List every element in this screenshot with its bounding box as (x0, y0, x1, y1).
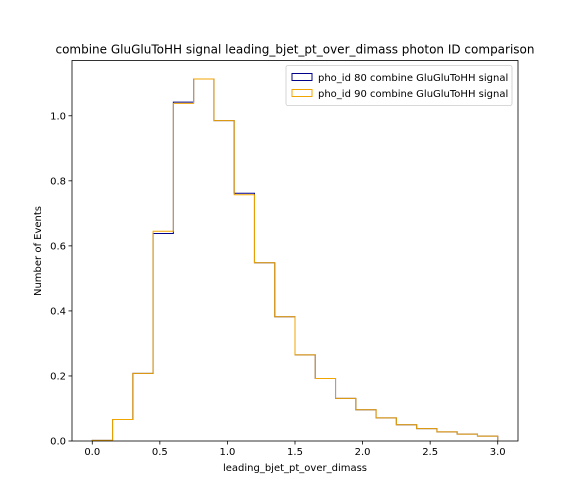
x-tick-label: 2.0 (355, 447, 371, 458)
x-tick-label: 1.0 (219, 447, 235, 458)
legend: pho_id 80 combine GluGluToHH signal pho_i… (285, 65, 513, 106)
x-tick-label: 1.5 (287, 447, 303, 458)
y-tick-label: 0.4 (50, 306, 66, 317)
y-ticks: 0.0 0.2 0.4 0.6 0.8 1.0 (50, 111, 72, 448)
series-line-2 (91, 78, 499, 441)
plot-area (72, 60, 518, 441)
x-tick-label: 3.0 (490, 447, 506, 458)
legend-swatch-2 (291, 89, 313, 97)
legend-swatch-1 (291, 73, 313, 81)
series-layer (91, 78, 499, 441)
legend-box (285, 65, 513, 106)
x-tick-label: 0.5 (152, 447, 168, 458)
y-tick-label: 0.6 (50, 241, 66, 252)
x-tick-label: 2.5 (422, 447, 438, 458)
x-tick-label: 0.0 (84, 447, 100, 458)
legend-label-2: pho_id 90 combine GluGluToHH signal (318, 89, 508, 100)
x-axis-label: leading_bjet_pt_over_dimass (223, 463, 367, 474)
y-tick-label: 1.0 (50, 111, 66, 122)
y-tick-label: 0.2 (50, 371, 66, 382)
y-tick-label: 0.0 (50, 437, 66, 448)
y-tick-label: 0.8 (50, 176, 66, 187)
legend-label-1: pho_id 80 combine GluGluToHH signal (318, 73, 508, 84)
chart-title: combine GluGluToHH signal leading_bjet_p… (55, 43, 534, 57)
x-ticks: 0.0 0.5 1.0 1.5 2.0 2.5 3.0 (84, 441, 506, 458)
y-axis-label: Number of Events (33, 206, 44, 296)
